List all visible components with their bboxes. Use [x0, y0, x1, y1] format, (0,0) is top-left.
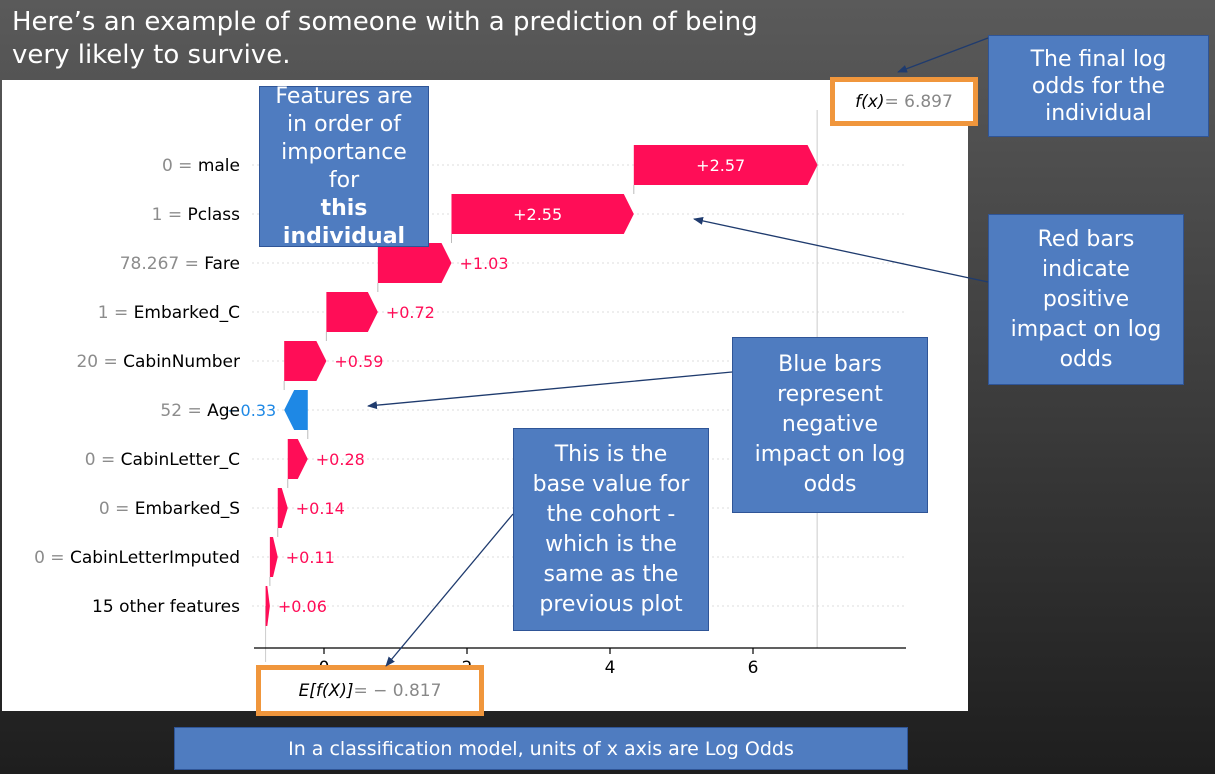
base-value-label: E[f(X)] = − 0.817	[256, 665, 484, 716]
feature-label: 0 = CabinLetter_C	[85, 450, 240, 470]
base-value-number: = − 0.817	[353, 680, 442, 701]
final-value-arrow	[897, 37, 989, 73]
bar-value-label: +2.57	[696, 156, 745, 175]
callout-line: odds	[803, 472, 857, 497]
callout-bold: individual	[282, 223, 406, 249]
feature-label: 1 = Pclass	[152, 205, 240, 225]
callout-line: odds	[1059, 346, 1113, 372]
waterfall-chart: +2.57 0 = male +2.55 1 = Pclass +1.03 78.267 …	[34, 110, 906, 678]
base-value-callout: This is the base value for the cohort - …	[513, 428, 709, 631]
bar-value-label: +0.06	[278, 597, 327, 616]
feature-label: 20 = CabinNumber	[76, 352, 240, 372]
callout-line: Features are	[275, 83, 413, 109]
bar-value-label: +0.11	[286, 548, 335, 567]
callout-line: Red bars	[1037, 226, 1135, 252]
callout-bold: this	[320, 195, 368, 221]
slide-title: Here’s an example of someone with a pred…	[12, 7, 758, 70]
blue-bars-callout: Blue bars represent negative impact on l…	[732, 337, 928, 513]
callout-line: odds for the	[1031, 73, 1166, 99]
x-axis-units-note: In a classification model, units of x ax…	[174, 727, 908, 770]
bar-value-label: +0.14	[296, 499, 345, 518]
callout-line: the cohort -	[546, 501, 676, 527]
callout-line: negative	[781, 412, 879, 437]
callout-line: The final log	[1030, 46, 1167, 72]
callout-line: Blue bars	[778, 352, 882, 377]
positive-bar	[284, 341, 327, 381]
callout-line: previous plot	[539, 591, 683, 617]
feature-label: 0 = Embarked_S	[99, 499, 240, 519]
callout-line: indicate	[1042, 256, 1130, 282]
feature-order-callout: Features are in order of importance for …	[259, 83, 429, 249]
positive-bar	[377, 243, 452, 283]
callout-line: impact on log	[1010, 316, 1162, 342]
feature-label: 0 = CabinLetterImputed	[34, 548, 240, 568]
x-tick-label: 6	[748, 658, 759, 678]
callout-line: impact on log	[754, 442, 906, 467]
final-value-label: f(x) = 6.897	[830, 77, 978, 126]
positive-bar	[265, 586, 270, 626]
x-tick-label: 4	[605, 658, 616, 678]
feature-label: 78.267 = Fare	[120, 254, 240, 274]
feature-label: 52 = Age	[160, 401, 240, 421]
final-value-name: f(x)	[855, 91, 885, 112]
base-value-name: E[f(X)]	[298, 680, 354, 701]
final-log-odds-callout: The final log odds for the individual	[988, 35, 1209, 137]
callout-line: importance	[281, 139, 407, 165]
callout-line: same as the	[543, 561, 679, 587]
callout-line: individual	[1045, 100, 1152, 126]
final-value-number: = 6.897	[884, 91, 953, 112]
callout-line: which is the	[545, 531, 677, 557]
negative-bar	[284, 390, 308, 430]
callout-line: positive	[1042, 286, 1130, 312]
positive-bar	[451, 194, 634, 234]
callout-line: This is the	[554, 441, 668, 467]
positive-bar	[277, 488, 288, 528]
feature-label: 1 = Embarked_C	[98, 303, 240, 323]
callout-line: for	[328, 167, 360, 193]
bar-value-label: −0.33	[227, 401, 276, 420]
positive-bar	[633, 145, 818, 185]
positive-bar	[269, 537, 278, 577]
callout-line: represent	[777, 382, 883, 407]
bar-value-label: +1.03	[459, 254, 508, 273]
red-bars-callout: Red bars indicate positive impact on log…	[988, 214, 1184, 385]
callout-line: in order of	[287, 111, 401, 137]
positive-bar	[287, 439, 308, 479]
feature-label: 15 other features	[92, 597, 240, 617]
bar-value-label: +0.72	[386, 303, 435, 322]
callout-line: base value for	[532, 471, 690, 497]
bar-value-label: +0.59	[334, 352, 383, 371]
bar-value-label: +2.55	[513, 205, 562, 224]
feature-label: 0 = male	[162, 156, 240, 176]
positive-bar	[326, 292, 378, 332]
bar-value-label: +0.28	[316, 450, 365, 469]
